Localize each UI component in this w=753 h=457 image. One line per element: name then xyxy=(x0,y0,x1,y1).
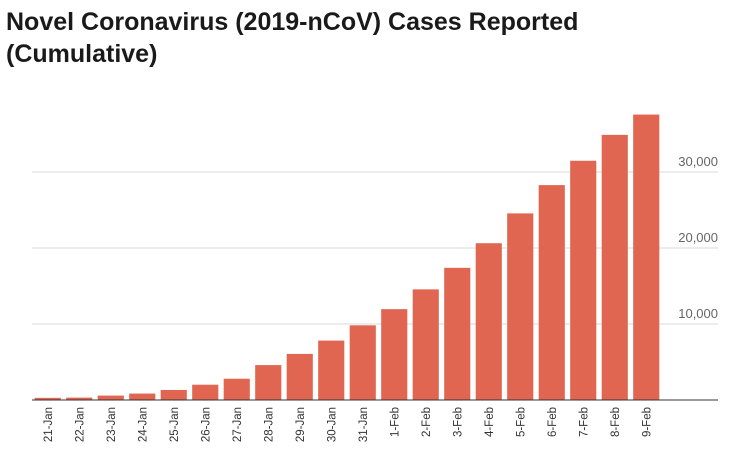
bar xyxy=(286,353,313,400)
bar xyxy=(444,267,471,400)
bar xyxy=(633,114,660,400)
x-tick-label: 26-Jan xyxy=(200,407,212,442)
x-tick-label: 30-Jan xyxy=(326,407,338,442)
x-tick-label: 23-Jan xyxy=(106,407,118,442)
bar xyxy=(475,243,502,400)
x-tick-label: 27-Jan xyxy=(232,407,244,442)
bar xyxy=(601,134,628,400)
bar xyxy=(129,393,156,400)
y-axis-ticks: 10,000 20,000 30,000 xyxy=(678,154,718,321)
bar xyxy=(381,309,408,400)
bars xyxy=(34,114,660,400)
bar xyxy=(349,325,376,400)
x-tick-label: 4-Feb xyxy=(484,407,496,437)
x-tick-label: 8-Feb xyxy=(610,407,622,437)
bar xyxy=(97,395,124,400)
x-tick-label: 21-Jan xyxy=(43,407,55,442)
x-tick-label: 22-Jan xyxy=(74,407,86,442)
bar xyxy=(34,397,61,400)
bar xyxy=(223,378,250,400)
x-tick-label: 29-Jan xyxy=(295,407,307,442)
bar xyxy=(570,160,597,400)
bar xyxy=(160,389,187,400)
bar xyxy=(255,365,282,400)
x-tick-label: 6-Feb xyxy=(547,407,559,437)
y-tick-label: 30,000 xyxy=(678,154,718,169)
x-tick-label: 9-Feb xyxy=(641,407,653,437)
bar xyxy=(507,213,534,400)
bar xyxy=(66,397,93,400)
bar xyxy=(318,340,345,400)
x-tick-label: 3-Feb xyxy=(452,407,464,437)
x-tick-label: 7-Feb xyxy=(578,407,590,437)
x-tick-label: 5-Feb xyxy=(515,407,527,437)
x-axis-labels: 21-Jan 22-Jan 23-Jan 24-Jan 25-Jan 26-Jan 27-J… xyxy=(43,407,654,442)
bar xyxy=(192,384,219,400)
x-tick-label: 2-Feb xyxy=(421,407,433,437)
x-tick-label: 28-Jan xyxy=(263,407,275,442)
x-tick-label: 1-Feb xyxy=(389,407,401,437)
bar xyxy=(412,289,439,400)
y-tick-label: 10,000 xyxy=(678,306,718,321)
x-tick-label: 25-Jan xyxy=(169,407,181,442)
bar xyxy=(538,185,565,400)
x-tick-label: 24-Jan xyxy=(137,407,149,442)
chart-title: Novel Coronavirus (2019-nCoV) Cases Repo… xyxy=(6,8,579,68)
y-tick-label: 20,000 xyxy=(678,230,718,245)
x-tick-label: 31-Jan xyxy=(358,407,370,442)
